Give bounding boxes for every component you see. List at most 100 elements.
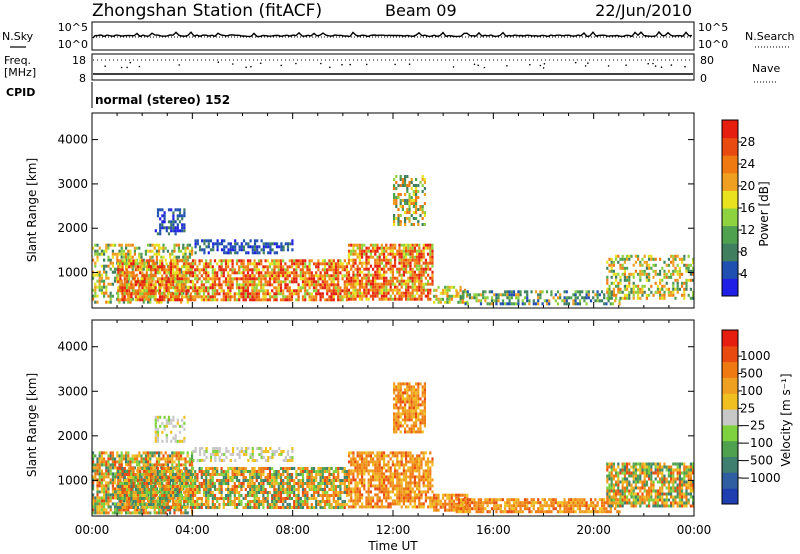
power-colorbar: 4 8 12 16 20 24 28	[721, 119, 755, 297]
data-region-7	[455, 498, 621, 514]
colorbar-swatch	[722, 120, 738, 139]
nave-dot	[329, 66, 331, 69]
power-ylabel: Slant Range [km]	[25, 158, 39, 262]
velocity-colorbar-label: Velocity [m s⁻¹]	[779, 373, 793, 466]
y-tick-label: 3000	[57, 177, 88, 191]
nave-dot	[660, 66, 663, 68]
data-region-8	[606, 254, 695, 300]
y-tick-label: 3000	[57, 384, 88, 398]
nave-dot	[349, 63, 352, 66]
data-region-7	[455, 290, 621, 306]
nave-dot	[652, 62, 654, 65]
nave-dot	[625, 64, 627, 66]
nave-dot	[341, 63, 343, 66]
nave-dot	[295, 62, 297, 65]
nave-dot	[574, 61, 577, 64]
nave-dot	[587, 62, 589, 64]
nave-dot	[280, 64, 283, 67]
data-region-5	[393, 175, 426, 226]
y-tick-label: 2000	[57, 429, 88, 443]
nave-dot	[217, 61, 220, 63]
nave-dot	[245, 66, 247, 69]
data-region-8	[606, 462, 695, 508]
colorbar-swatch	[722, 260, 738, 279]
y-tick-label: 1000	[57, 473, 88, 487]
colorbar-tick-label: 100	[740, 384, 763, 398]
nave-dot	[607, 65, 610, 67]
nave-dot	[473, 63, 476, 66]
colorbar-swatch	[722, 208, 738, 227]
x-tick-label: 16:00	[476, 523, 511, 537]
nave-dot	[232, 63, 234, 65]
plot-title: Zhongshan Station (fitACF)	[92, 1, 322, 21]
x-axis-label: Time UT	[367, 539, 418, 553]
colorbar-tick-label: −100	[740, 436, 773, 450]
colorbar-swatch	[722, 137, 738, 156]
colorbar-tick-label: −500	[740, 454, 773, 468]
count-tick-bottom-right: 10^0	[698, 38, 728, 51]
colorbar-tick-label: 4	[740, 267, 748, 281]
count-tick-top-right: 10^5	[698, 21, 728, 34]
data-region-4	[347, 243, 434, 301]
colorbar-swatch	[722, 409, 738, 426]
colorbar-swatch	[722, 155, 738, 174]
colorbar-tick-label: 28	[740, 135, 755, 149]
colorbar-swatch	[722, 456, 738, 473]
nave-dot	[654, 65, 657, 67]
colorbar-tick-label: 25	[740, 401, 755, 415]
velocity-ylabel: Slant Range [km]	[25, 373, 39, 477]
data-region-2	[154, 415, 186, 443]
colorbar-swatch	[722, 488, 738, 505]
nave-dot	[104, 65, 106, 67]
colorbar-swatch	[722, 424, 738, 442]
cpid-label: CPID	[6, 86, 35, 99]
nave-dot	[452, 66, 455, 68]
colorbar-tick-label: 20	[740, 179, 755, 193]
colorbar-tick-label: −1000	[740, 471, 781, 485]
y-tick-label: 1000	[57, 266, 88, 280]
nave-dot	[542, 67, 545, 69]
colorbar-tick-label: 500	[740, 367, 763, 381]
nave-dot	[138, 65, 141, 68]
nave-dot	[126, 66, 128, 69]
nave-dot	[129, 61, 132, 64]
freq-panel	[91, 53, 695, 81]
cpid-value: normal (stereo) 152	[95, 93, 230, 107]
nave-dot	[506, 65, 508, 67]
velocity-panel: 1000 2000 3000 4000 00:00 04:00 08:00 12:00 16:0…	[57, 319, 712, 537]
x-tick-label: 00:00	[75, 523, 110, 537]
x-tick-label: 12:00	[376, 523, 411, 537]
nave-tick-bottom: 0	[700, 72, 707, 85]
nave-dot	[684, 65, 686, 68]
nave-dot	[529, 63, 531, 66]
nave-dot	[483, 66, 486, 69]
colorbar-tick-label: 12	[740, 223, 755, 237]
data-region-6	[433, 285, 469, 304]
nave-dot	[394, 63, 396, 66]
count-tick-bottom: 10^0	[58, 38, 88, 51]
data-region-5	[393, 382, 426, 434]
colorbar-swatch	[722, 172, 738, 191]
colorbar-swatch	[722, 440, 738, 457]
nave-dot	[647, 62, 649, 65]
colorbar-tick-label: 1000	[740, 349, 771, 363]
freq-tick-bottom: 8	[79, 72, 86, 85]
nave-dot	[178, 64, 180, 66]
date-label: 22/Jun/2010	[595, 1, 692, 20]
colorbar-frame	[721, 329, 739, 505]
nave-dot	[539, 64, 542, 67]
nave-dot	[477, 64, 480, 67]
data-region-1	[117, 259, 349, 302]
nave-label: Nave	[752, 62, 780, 75]
colorbar-swatch	[722, 393, 738, 410]
colorbar-swatch	[722, 345, 738, 363]
data-region-3	[194, 239, 294, 255]
x-tick-label: 00:00	[677, 523, 712, 537]
data-region-2	[154, 208, 186, 236]
colorbar-swatch	[722, 330, 738, 347]
nsky-panel	[91, 21, 695, 51]
colorbar-swatch	[722, 278, 738, 297]
nave-trace	[93, 59, 693, 69]
velocity-colorbar: 1000 500 100 25 −25 −100 −500 −1000	[721, 329, 781, 505]
nave-dot	[584, 65, 587, 67]
